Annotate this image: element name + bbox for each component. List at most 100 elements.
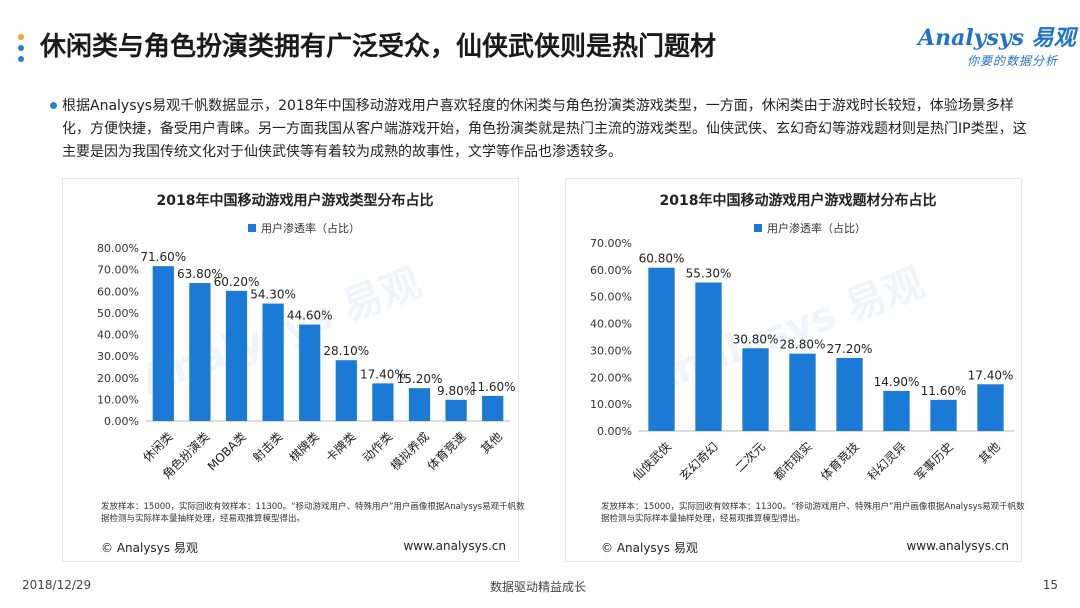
title-dot-blue-1 — [18, 45, 24, 51]
footnote: 发放样本：15000，实际回收有效样本：11300。“移动游戏用户、特殊用户”用… — [101, 502, 525, 524]
y-tick-label: 10.00% — [97, 393, 139, 406]
x-category-label: 科幻灵异 — [865, 439, 909, 483]
bar — [262, 303, 284, 421]
y-tick-label: 40.00% — [590, 318, 632, 331]
bar — [335, 360, 357, 421]
chart-legend: 用户渗透率（占比） — [248, 221, 360, 235]
bar-value-label: 30.80% — [733, 332, 779, 346]
copyright: © Analysys 易观 — [601, 541, 698, 555]
bar-value-label: 60.20% — [214, 275, 260, 289]
page-title: 休闲类与角色扮演类拥有广泛受众，仙侠武侠则是热门题材 — [40, 32, 717, 62]
x-category-label: 体育竞技 — [817, 439, 862, 484]
y-tick-label: 40.00% — [97, 329, 139, 342]
title-dot-blue-2 — [18, 56, 24, 62]
x-category-label: 军事历史 — [912, 439, 956, 483]
bar-value-label: 54.30% — [250, 288, 296, 302]
x-category-label: 其他 — [478, 429, 505, 456]
chart-panel-game-type: Analysys 易观 2018年中国移动游戏用户游戏类型分布占比用户渗透率（占… — [62, 178, 525, 562]
bar-value-label: 14.90% — [874, 375, 920, 389]
y-tick-label: 20.00% — [97, 372, 139, 385]
x-category-label: 卡牌类 — [323, 429, 358, 464]
x-category-label: 动作类 — [360, 429, 395, 464]
x-category-label: 玄幻奇幻 — [676, 439, 721, 484]
y-tick-label: 70.00% — [590, 237, 632, 250]
legend-label: 用户渗透率（占比） — [261, 221, 360, 235]
bullet-dot-icon — [50, 102, 57, 109]
legend-swatch — [754, 224, 762, 232]
x-category-label: 休闲类 — [140, 429, 175, 464]
copyright: © Analysys 易观 — [101, 541, 198, 555]
title-dot-orange — [18, 34, 24, 40]
bar-value-label: 60.80% — [639, 252, 685, 266]
x-category-label: 都市现实 — [770, 439, 815, 484]
bar — [695, 282, 722, 431]
legend-swatch — [248, 224, 256, 232]
bar-value-label: 17.40% — [968, 368, 1014, 382]
bar-value-label: 71.60% — [140, 250, 186, 264]
bar — [648, 267, 675, 431]
y-tick-label: 50.00% — [590, 291, 632, 304]
bar — [299, 324, 321, 421]
x-category-label: 仙侠武侠 — [630, 439, 674, 483]
analysys-logo: Analysys 易观 你要的数据分析 — [918, 20, 1076, 69]
page-number: 15 — [1042, 578, 1058, 592]
x-category-label: MOBA类 — [205, 429, 249, 473]
website-link[interactable]: www.analysys.cn — [403, 539, 506, 553]
y-tick-label: 10.00% — [590, 398, 632, 411]
bar — [445, 399, 467, 421]
chart-panel-game-theme: Analysys 易观 2018年中国移动游戏用户游戏题材分布占比 用户渗透率（占… — [565, 178, 1025, 562]
bar-value-label: 63.80% — [177, 267, 223, 281]
y-tick-label: 60.00% — [97, 285, 139, 298]
bar — [225, 290, 248, 421]
y-tick-label: 0.00% — [104, 415, 139, 428]
x-category-label: 其他 — [976, 439, 1003, 466]
chart-title: 2018年中国移动游戏用户游戏题材分布占比 — [660, 192, 937, 209]
footnote: 发放样本：15000，实际回收有效样本：11300。“移动游戏用户、特殊用户”用… — [601, 502, 1025, 524]
footer-date: 2018/12/29 — [22, 578, 92, 592]
y-tick-label: 30.00% — [97, 350, 139, 363]
bar-value-label: 55.30% — [686, 266, 732, 280]
bar-value-label: 17.40% — [360, 367, 406, 381]
bar — [742, 348, 769, 431]
website-link[interactable]: www.analysys.cn — [906, 539, 1009, 553]
bar-value-label: 28.10% — [323, 344, 369, 358]
legend-label: 用户渗透率（占比） — [767, 221, 866, 235]
x-category-label: 射击类 — [249, 429, 285, 465]
footer-slogan: 数据驱动精益成长 — [490, 580, 587, 594]
chart-title: 2018年中国移动游戏用户游戏类型分布占比 — [157, 192, 434, 209]
title-dots — [18, 34, 26, 67]
x-category-label: 二次元 — [732, 439, 767, 474]
bar-value-label: 11.60% — [921, 384, 967, 398]
x-category-label: 体育竞速 — [424, 429, 469, 474]
y-tick-label: 70.00% — [97, 264, 139, 277]
bar-value-label: 15.20% — [397, 372, 443, 386]
y-tick-label: 20.00% — [590, 371, 632, 384]
bar — [189, 283, 211, 421]
bar — [408, 388, 431, 421]
summary-bullet: 根据Analysys易观千帆数据显示，2018年中国移动游戏用户喜欢轻度的休闲类… — [50, 95, 1032, 164]
bar — [836, 357, 863, 431]
x-category-label: 模拟养成 — [387, 429, 432, 474]
y-tick-label: 30.00% — [590, 344, 632, 357]
bar — [789, 353, 816, 431]
y-tick-label: 50.00% — [97, 307, 139, 320]
y-tick-label: 0.00% — [597, 425, 632, 438]
y-tick-label: 80.00% — [97, 242, 139, 255]
bar — [883, 390, 910, 431]
bar-value-label: 27.20% — [827, 342, 873, 356]
logo-main-text: Analysys 易观 — [918, 25, 1076, 51]
bar — [930, 399, 957, 431]
x-category-label: 棋牌类 — [287, 429, 322, 464]
bar — [372, 383, 394, 421]
bar — [482, 395, 504, 421]
bar — [152, 266, 174, 421]
logo-sub-text: 你要的数据分析 — [966, 54, 1058, 68]
bar-value-label: 44.60% — [287, 309, 333, 323]
summary-text: 根据Analysys易观千帆数据显示，2018年中国移动游戏用户喜欢轻度的休闲类… — [62, 98, 1027, 160]
chart-legend: 用户渗透率（占比） — [754, 221, 866, 235]
bar-value-label: 9.80% — [437, 384, 475, 398]
bar-value-label: 11.60% — [470, 380, 516, 394]
bar — [977, 384, 1004, 431]
